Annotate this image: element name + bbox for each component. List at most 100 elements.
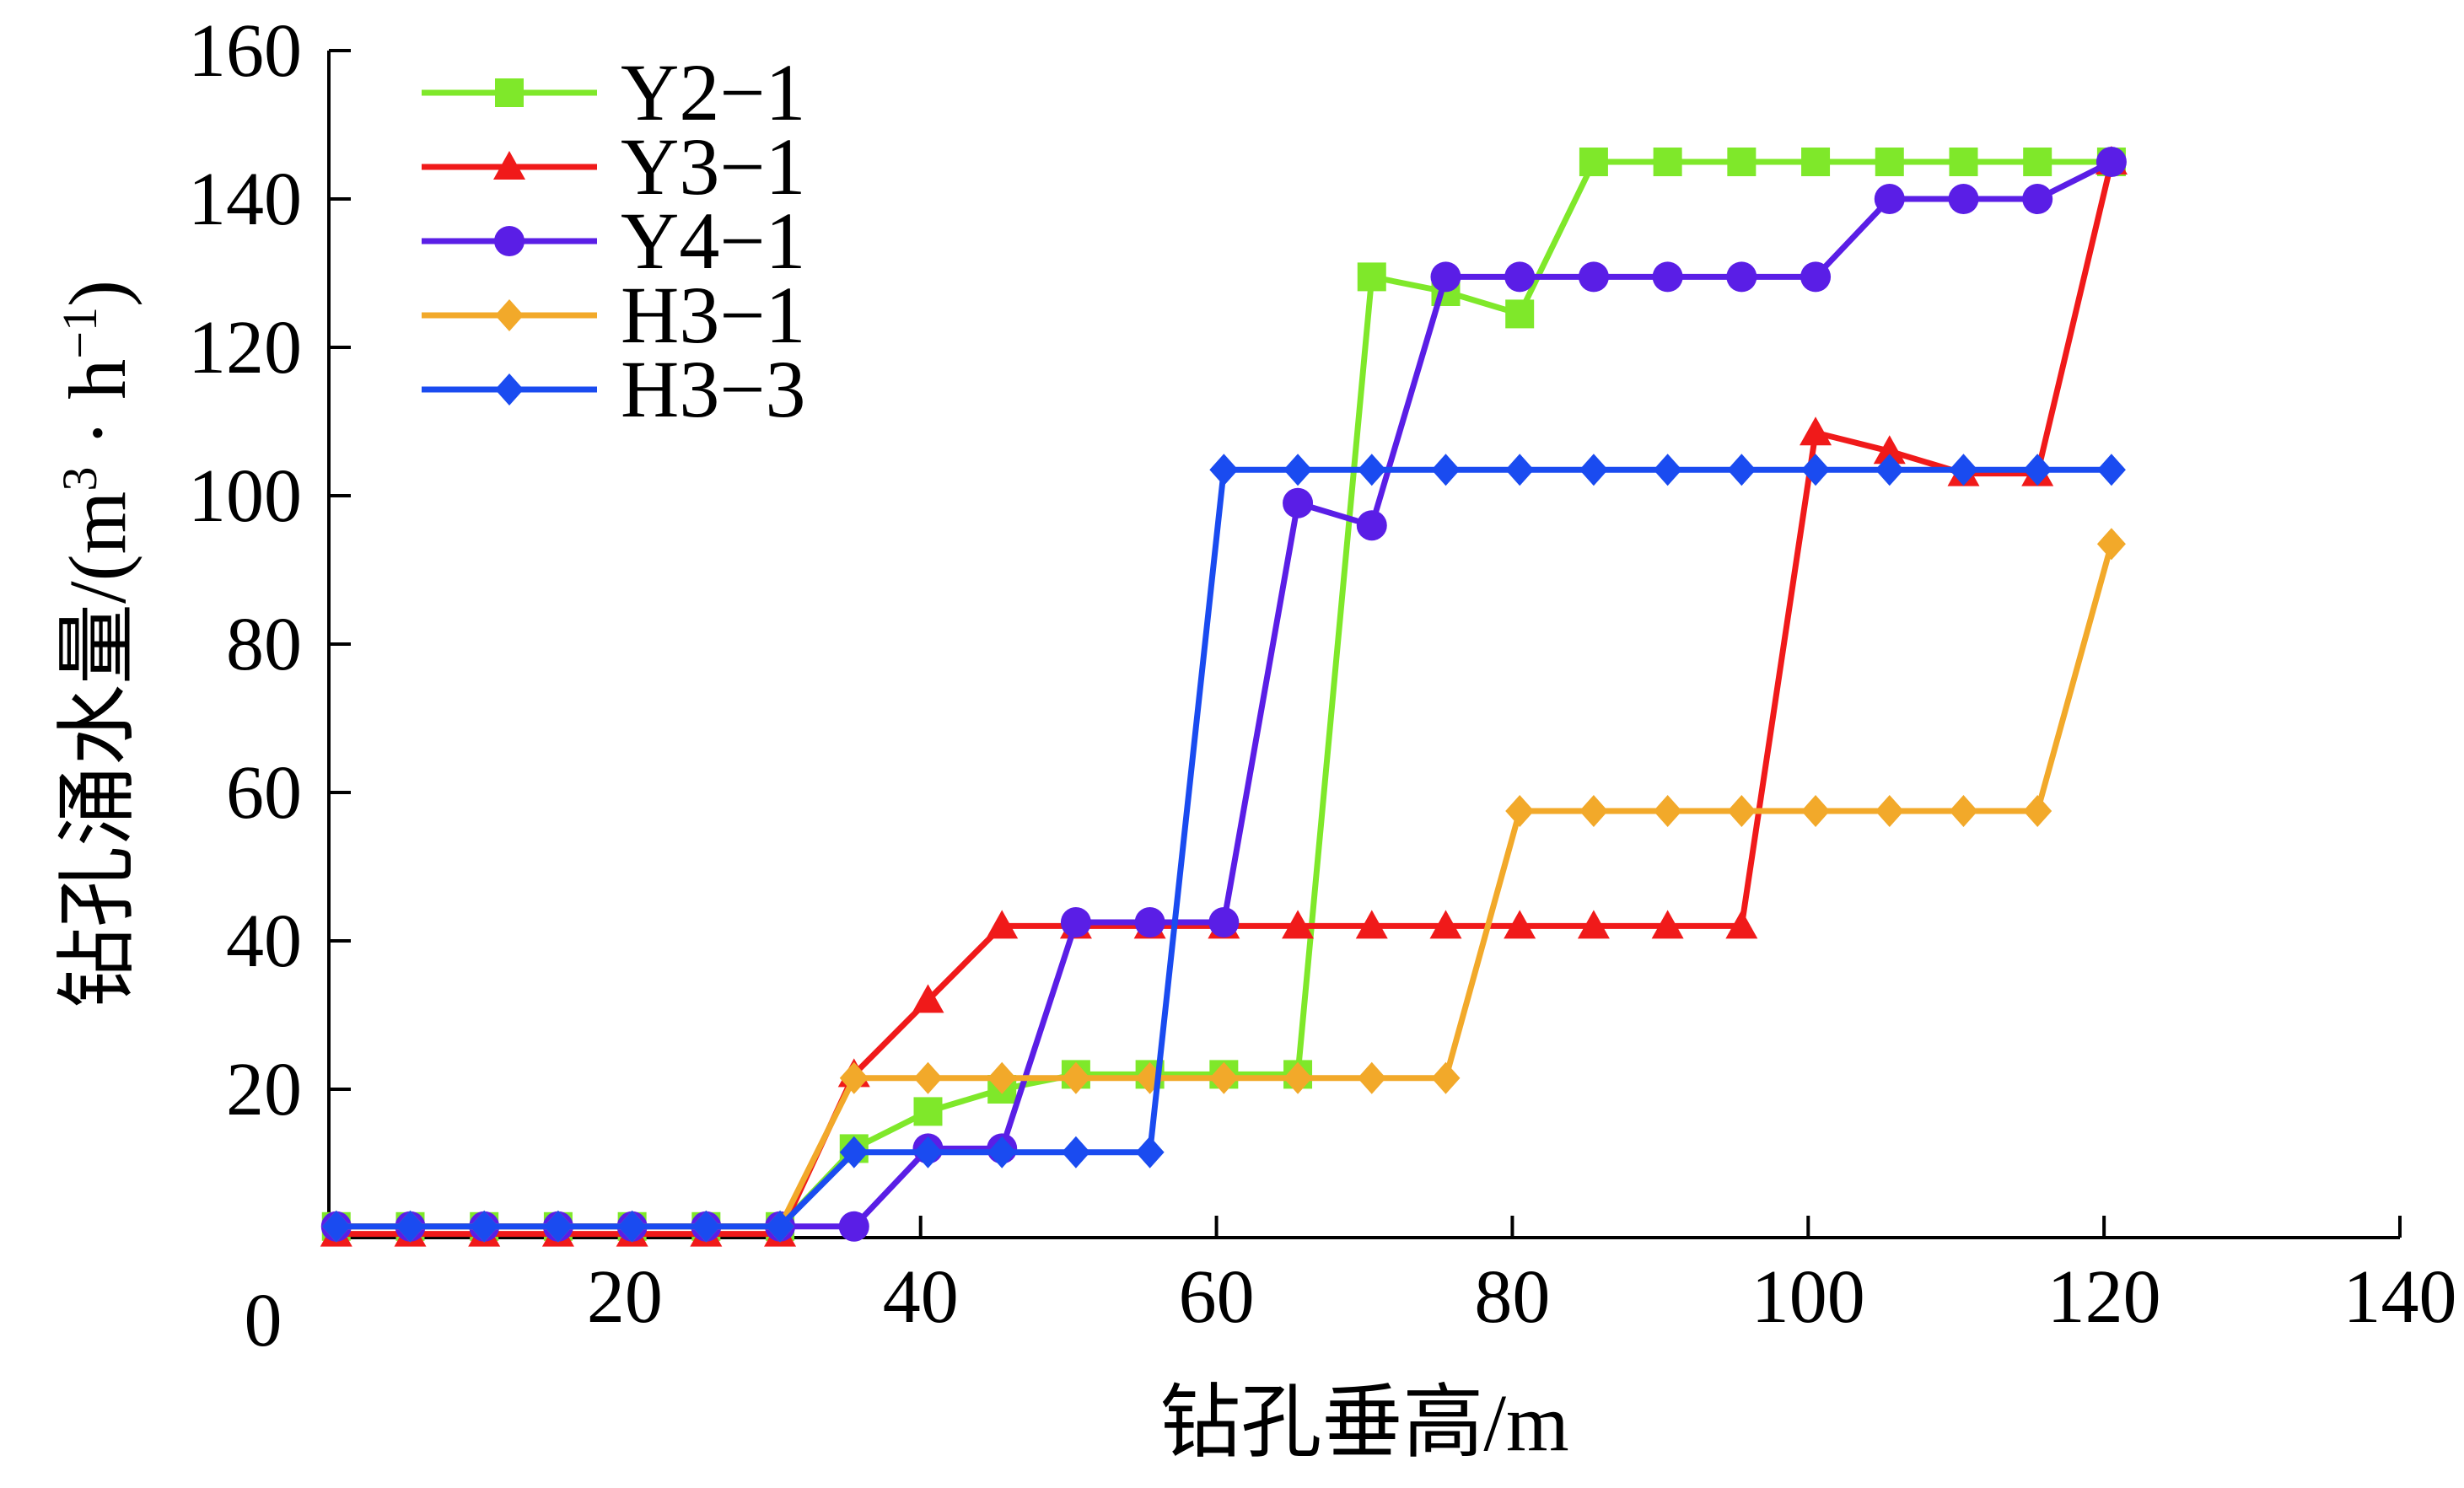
data-point	[1355, 910, 1388, 939]
data-point	[1061, 1061, 1090, 1094]
data-point	[766, 1210, 795, 1243]
data-point	[1061, 1136, 1090, 1168]
data-point	[1505, 454, 1535, 486]
x-origin-label: 0	[245, 1279, 282, 1362]
data-point	[1801, 454, 1831, 486]
data-point	[2096, 454, 2126, 486]
y-axis-title-end: )	[52, 280, 143, 307]
y-tick-label: 140	[188, 158, 302, 241]
data-point	[1357, 454, 1386, 486]
series-line	[336, 543, 2115, 1230]
series-4	[321, 528, 2126, 1243]
data-point	[1134, 907, 1165, 937]
data-point	[987, 1061, 1017, 1094]
y-tick-label: 160	[188, 9, 302, 93]
data-point	[1801, 148, 1831, 176]
y-axis-title-mid: · h	[52, 359, 143, 467]
data-point	[1505, 299, 1535, 329]
y-axis-title: 钻孔涌水量/(m3 · h−1)	[52, 280, 143, 1008]
data-point	[1577, 910, 1610, 939]
legend-marker	[495, 299, 524, 331]
data-point	[1652, 261, 1683, 293]
data-point	[1727, 454, 1757, 486]
data-point	[1357, 1061, 1386, 1094]
data-point	[1579, 148, 1608, 176]
legend-label: H3−1	[621, 270, 805, 360]
data-point	[1504, 261, 1536, 293]
y-tick-label: 40	[226, 900, 302, 983]
x-tick-label: 140	[2343, 1255, 2457, 1339]
data-point	[2095, 147, 2127, 177]
data-point	[913, 1061, 943, 1094]
data-point	[1431, 1061, 1461, 1094]
data-point	[839, 1136, 869, 1168]
x-tick-label: 100	[1751, 1255, 1865, 1339]
legend-item-3: Y4−1	[422, 196, 805, 286]
data-point	[987, 1136, 1017, 1168]
data-point	[1283, 1061, 1313, 1094]
legend-label: H3−3	[621, 344, 805, 434]
data-point	[691, 1210, 721, 1243]
y-tick-label: 60	[226, 751, 302, 835]
x-tick-label: 20	[587, 1255, 663, 1339]
data-point	[1725, 910, 1758, 939]
data-point	[1504, 910, 1536, 939]
data-point	[1429, 910, 1462, 939]
data-point	[838, 1211, 869, 1242]
data-point	[1800, 261, 1832, 293]
data-point	[1949, 795, 1978, 827]
y-tick-label: 20	[226, 1048, 302, 1131]
data-point	[1283, 454, 1313, 486]
data-point	[1875, 454, 1904, 486]
x-tick-label: 40	[883, 1255, 959, 1339]
data-point	[2096, 528, 2126, 561]
series-line	[336, 466, 2112, 1230]
data-point	[1505, 795, 1535, 827]
data-point	[1726, 261, 1757, 293]
data-point	[2023, 454, 2052, 486]
legend: Y2−1Y3−1Y4−1H3−1H3−3	[422, 47, 805, 434]
y-tick-label: 100	[188, 454, 302, 538]
legend-item-4: H3−1	[422, 270, 805, 360]
data-point	[2023, 795, 2052, 827]
data-point	[1060, 907, 1091, 937]
y-tick-label: 80	[226, 603, 302, 686]
data-point	[1430, 261, 1461, 293]
data-point	[1282, 910, 1315, 939]
x-tick-label: 60	[1179, 1255, 1255, 1339]
data-point	[1800, 416, 1832, 446]
data-point	[1948, 184, 1979, 214]
data-point	[1283, 487, 1314, 518]
data-point	[912, 984, 944, 1013]
legend-item-1: Y2−1	[422, 47, 805, 137]
data-point	[1653, 148, 1682, 176]
legend-label: Y4−1	[621, 196, 805, 286]
legend-item-5: H3−3	[422, 344, 805, 434]
y-axis-title-superscript-1: 3	[52, 467, 107, 492]
data-point	[1653, 795, 1682, 827]
data-point	[839, 1061, 869, 1094]
series-layer	[320, 146, 2128, 1247]
data-point	[395, 1210, 425, 1243]
data-point	[986, 910, 1019, 939]
data-point	[1727, 148, 1757, 176]
data-point	[1873, 435, 1906, 465]
data-point	[1135, 1136, 1165, 1168]
data-point	[2023, 148, 2052, 176]
legend-marker	[493, 151, 525, 180]
data-point	[1875, 795, 1904, 827]
series-5	[321, 454, 2126, 1243]
data-point	[913, 1097, 943, 1126]
axes: 20 40 60 80 100 120 140 160 20 40 60 80 100 120 140 0	[188, 9, 2457, 1362]
legend-marker	[494, 226, 525, 256]
data-point	[543, 1210, 573, 1243]
data-point	[1801, 795, 1831, 827]
data-point	[913, 1136, 943, 1168]
legend-marker	[495, 373, 524, 406]
y-axis-title-main: 钻孔涌水量/(m	[52, 492, 143, 1008]
y-axis-title-superscript-2: −1	[52, 307, 107, 359]
data-point	[1727, 795, 1757, 827]
data-point	[1357, 262, 1386, 292]
